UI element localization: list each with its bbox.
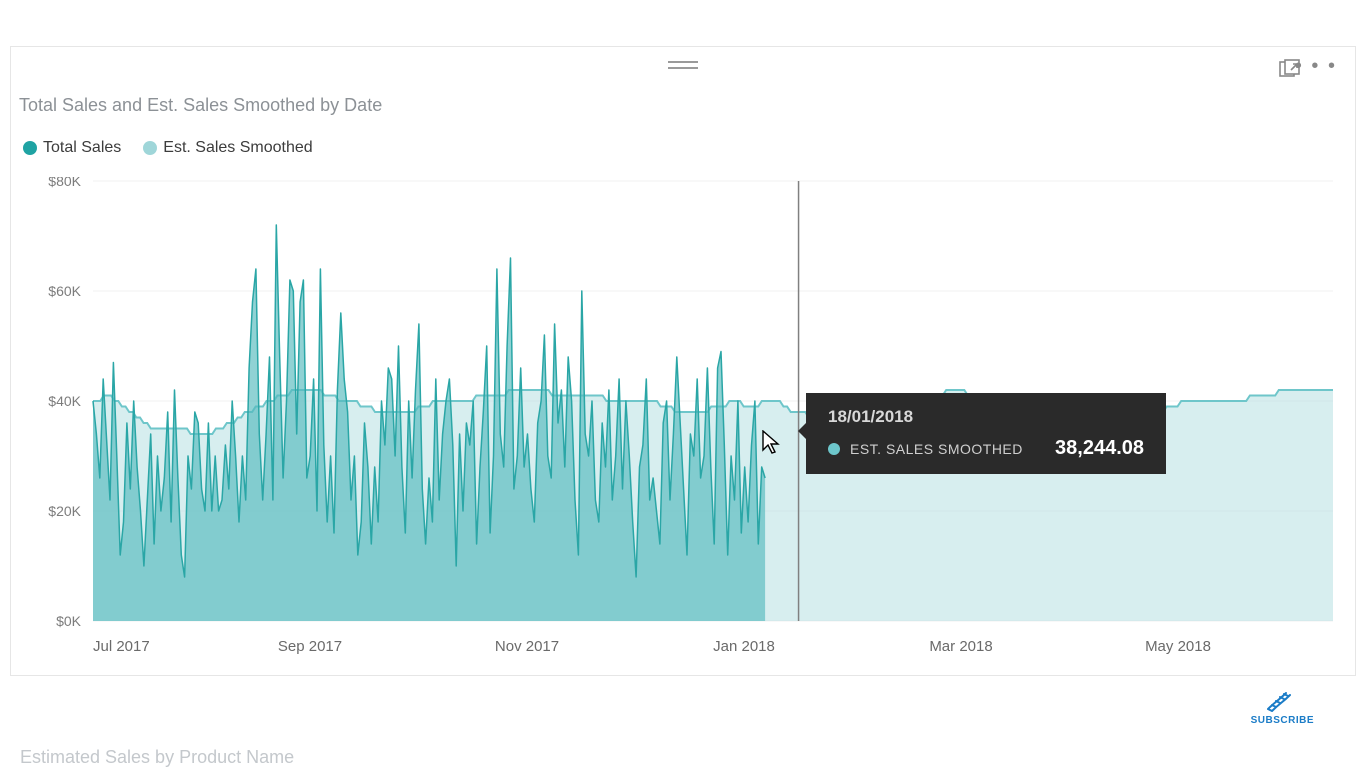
subscribe-badge[interactable]: SUBSCRIBE [1251, 689, 1314, 726]
chart-legend: Total Sales Est. Sales Smoothed [23, 139, 313, 157]
legend-item-total-sales[interactable]: Total Sales [23, 139, 121, 157]
svg-text:Mar 2018: Mar 2018 [929, 638, 992, 655]
legend-label: Est. Sales Smoothed [163, 139, 312, 157]
legend-dot-icon [143, 141, 157, 155]
svg-text:Jan 2018: Jan 2018 [713, 638, 775, 655]
legend-label: Total Sales [43, 139, 121, 157]
chart-card[interactable]: • • • Total Sales and Est. Sales Smoothe… [10, 46, 1356, 676]
legend-item-smoothed[interactable]: Est. Sales Smoothed [143, 139, 312, 157]
svg-text:$80K: $80K [48, 177, 81, 189]
tooltip-series-label: EST. SALES SMOOTHED [850, 441, 1023, 457]
tooltip-series-dot-icon [828, 443, 840, 455]
cursor-icon [762, 430, 782, 456]
subscribe-label: SUBSCRIBE [1251, 715, 1314, 726]
svg-text:$20K: $20K [48, 503, 81, 519]
drag-handle-icon[interactable] [668, 61, 698, 69]
svg-text:$40K: $40K [48, 393, 81, 409]
tooltip-value: 38,244.08 [1055, 437, 1144, 460]
svg-text:May 2018: May 2018 [1145, 638, 1211, 655]
svg-text:Nov 2017: Nov 2017 [495, 638, 559, 655]
svg-text:$0K: $0K [56, 613, 82, 629]
tooltip-date: 18/01/2018 [828, 407, 1144, 427]
chart-title: Total Sales and Est. Sales Smoothed by D… [19, 95, 382, 116]
more-options-icon[interactable]: • • • [1295, 61, 1337, 71]
app-container: • • • Total Sales and Est. Sales Smoothe… [0, 0, 1366, 768]
legend-dot-icon [23, 141, 37, 155]
secondary-chart-title: Estimated Sales by Product Name [20, 747, 294, 768]
chart-tooltip: 18/01/2018 EST. SALES SMOOTHED 38,244.08 [806, 393, 1166, 474]
svg-text:Sep 2017: Sep 2017 [278, 638, 342, 655]
dna-icon [1264, 689, 1300, 713]
svg-text:Jul 2017: Jul 2017 [93, 638, 150, 655]
svg-text:$60K: $60K [48, 283, 81, 299]
